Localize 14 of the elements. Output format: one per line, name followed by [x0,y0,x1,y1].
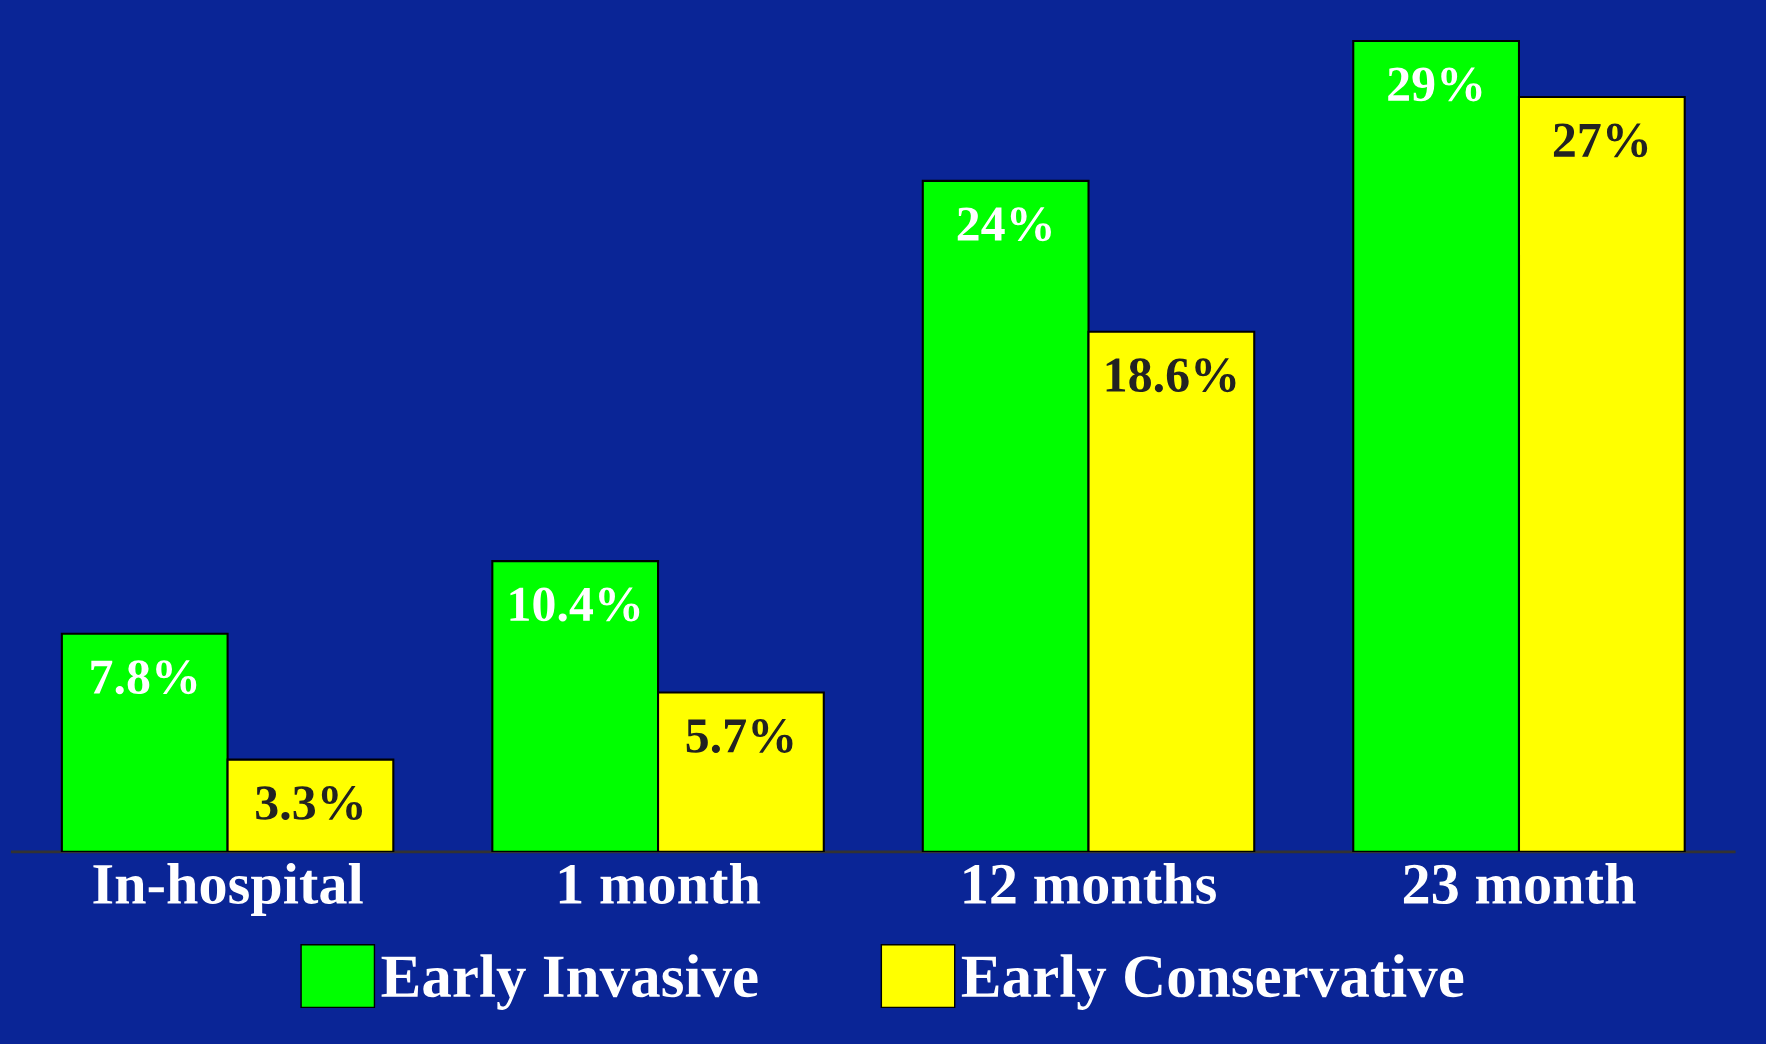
x-tick-label: 12 months [964,863,1216,905]
x-tick-label: 23 month [1403,863,1636,905]
x-tick-label: 1 month [559,863,761,905]
x-tick-label: In-hospital [93,863,363,916]
data-label: 24% [957,207,1051,242]
data-label: 5.7% [686,718,793,753]
data-label: 29% [1388,67,1482,102]
data-label: 10.4% [510,587,640,622]
data-label: 7.8% [91,660,197,695]
legend-label: Early Conservative [961,954,1464,1010]
data-label: 18.6% [1106,358,1236,393]
data-label: 27% [1553,123,1648,158]
legend-label: Early Invasive [381,954,758,1010]
data-label: 3.3% [256,786,363,821]
